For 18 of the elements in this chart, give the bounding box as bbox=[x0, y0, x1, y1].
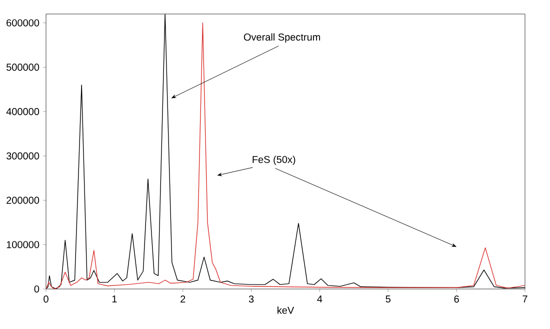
x-tick-label: 5 bbox=[386, 296, 390, 302]
y-tick-label: 500000 bbox=[6, 64, 40, 71]
x-tick-label: 2 bbox=[180, 296, 186, 302]
y-tick-label: 600000 bbox=[6, 19, 40, 26]
x-tick-label: 1 bbox=[112, 296, 117, 302]
y-tick-label: 0 bbox=[34, 285, 40, 293]
x-tick-label: 4 bbox=[317, 296, 322, 302]
y-tick-label: 100000 bbox=[6, 241, 40, 248]
x-tick-label: 6 bbox=[454, 296, 459, 303]
y-tick-label: 200000 bbox=[6, 196, 40, 204]
x-tick-label: 3 bbox=[248, 296, 254, 303]
annotation: FeS (50x) bbox=[252, 156, 296, 166]
annotation: Overall Spectrum bbox=[244, 33, 320, 43]
y-tick-label: 300000 bbox=[6, 152, 40, 160]
x-tick-label: 7 bbox=[522, 296, 528, 302]
y-tick-label: 400000 bbox=[6, 108, 40, 116]
x-axis-title: keV bbox=[278, 306, 294, 314]
x-tick-label: 0 bbox=[44, 296, 48, 303]
